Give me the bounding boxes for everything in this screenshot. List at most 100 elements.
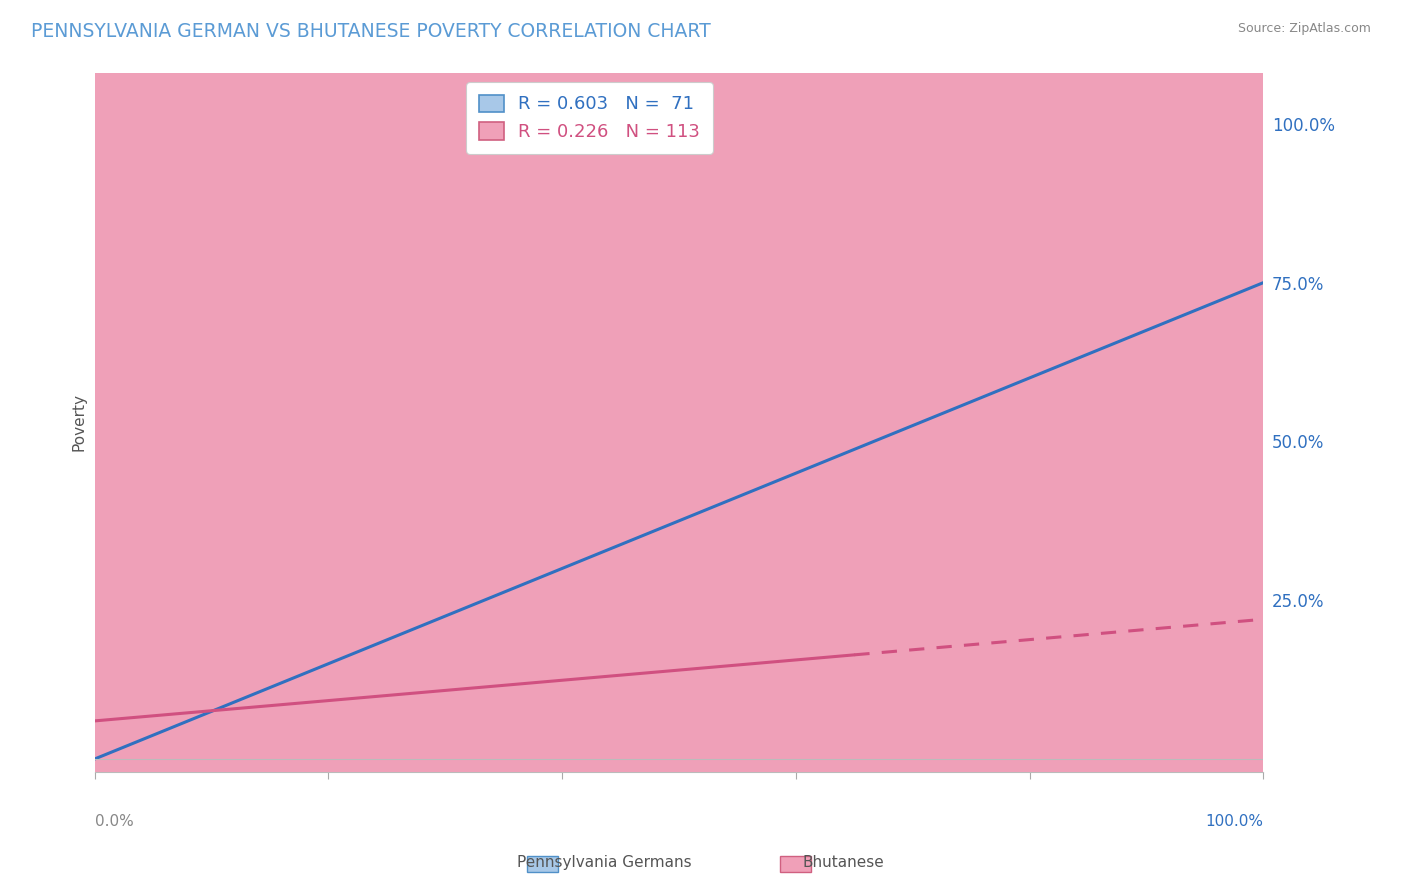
Point	[243, 632, 266, 646]
Point	[238, 654, 260, 668]
Point	[530, 669, 553, 683]
Point	[135, 673, 157, 687]
Point	[170, 752, 193, 766]
Point	[218, 715, 240, 730]
Point	[938, 538, 960, 552]
Point	[354, 698, 377, 713]
Point	[302, 752, 325, 766]
Point	[215, 701, 238, 715]
Point	[260, 695, 283, 709]
Point	[143, 731, 166, 745]
Point	[152, 681, 174, 695]
Point	[949, 641, 972, 656]
Point	[288, 736, 311, 750]
Point	[246, 709, 269, 723]
Point	[271, 685, 294, 699]
Point	[537, 699, 560, 714]
Point	[242, 727, 264, 741]
Point	[149, 727, 172, 741]
Point	[183, 752, 205, 766]
Point	[281, 752, 304, 766]
Point	[337, 670, 360, 684]
Point	[136, 752, 159, 766]
Point	[167, 682, 190, 697]
Point	[404, 731, 426, 746]
Point	[375, 567, 398, 582]
Point	[235, 729, 257, 743]
Point	[778, 660, 800, 674]
Point	[436, 663, 458, 677]
Point	[402, 665, 425, 680]
Point	[134, 722, 156, 736]
Point	[194, 716, 217, 731]
Point	[474, 664, 496, 678]
Text: Pennsylvania Germans: Pennsylvania Germans	[517, 855, 692, 870]
Point	[145, 692, 167, 706]
Point	[267, 670, 290, 684]
Point	[232, 714, 254, 728]
Point	[211, 711, 233, 725]
Point	[200, 510, 222, 524]
Point	[284, 670, 307, 684]
Point	[844, 448, 866, 462]
Point	[131, 696, 153, 710]
Text: PENNSYLVANIA GERMAN VS BHUTANESE POVERTY CORRELATION CHART: PENNSYLVANIA GERMAN VS BHUTANESE POVERTY…	[31, 22, 710, 41]
Point	[117, 699, 139, 714]
Text: Source: ZipAtlas.com: Source: ZipAtlas.com	[1237, 22, 1371, 36]
Point	[599, 668, 621, 682]
Point	[112, 752, 135, 766]
Point	[586, 691, 609, 706]
Point	[307, 716, 329, 731]
Point	[305, 722, 328, 736]
Point	[668, 522, 690, 536]
Point	[489, 640, 512, 654]
Point	[195, 682, 218, 697]
Point	[132, 752, 155, 766]
Point	[90, 752, 112, 766]
Point	[328, 727, 350, 741]
Point	[886, 611, 908, 625]
Point	[100, 657, 122, 671]
Point	[360, 707, 382, 722]
Point	[112, 689, 135, 703]
Point	[184, 729, 207, 743]
Point	[111, 723, 134, 737]
Point	[242, 698, 264, 713]
Point	[87, 749, 110, 764]
Point	[173, 737, 195, 751]
Point	[111, 688, 134, 702]
Point	[160, 730, 183, 744]
Point	[122, 731, 145, 746]
Point	[517, 671, 540, 685]
Point	[141, 717, 163, 731]
Point	[318, 687, 340, 701]
Point	[382, 706, 405, 720]
Point	[458, 690, 481, 704]
Point	[231, 739, 253, 754]
Point	[574, 515, 596, 529]
Point	[87, 645, 110, 659]
Point	[761, 547, 783, 561]
Point	[294, 672, 316, 686]
Point	[236, 648, 259, 663]
Point	[165, 713, 187, 727]
Point	[319, 687, 342, 701]
Point	[159, 731, 181, 746]
Point	[90, 735, 112, 749]
Point	[1170, 193, 1192, 207]
Point	[141, 694, 163, 708]
Point	[134, 701, 156, 715]
Point	[143, 682, 166, 697]
Point	[136, 752, 159, 766]
Point	[115, 752, 138, 766]
Point	[516, 358, 538, 372]
Point	[122, 752, 145, 766]
Point	[112, 752, 135, 766]
Point	[808, 668, 831, 682]
Point	[851, 745, 873, 759]
Point	[876, 612, 898, 626]
Point	[167, 708, 190, 723]
Point	[374, 643, 396, 657]
Point	[868, 627, 890, 641]
Point	[183, 709, 205, 723]
